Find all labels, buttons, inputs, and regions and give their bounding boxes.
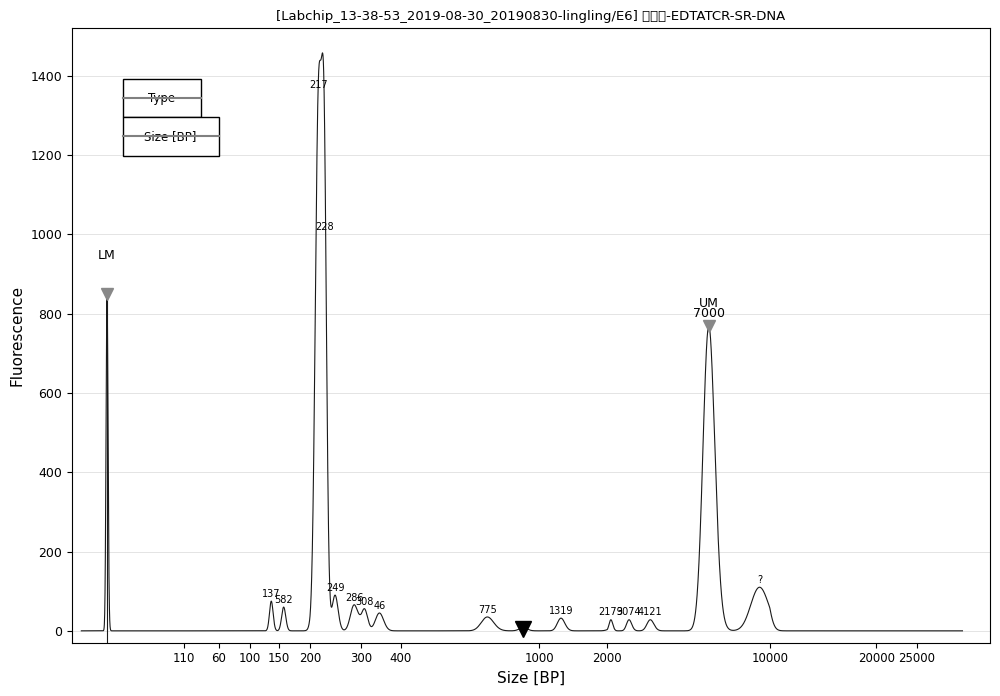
Text: 137: 137 <box>262 589 281 599</box>
Text: LM: LM <box>98 249 116 262</box>
Text: 217: 217 <box>309 80 328 90</box>
Text: 775: 775 <box>478 605 497 615</box>
Text: 4121: 4121 <box>638 608 663 617</box>
Text: 228: 228 <box>315 223 334 232</box>
Text: 1319: 1319 <box>549 606 573 616</box>
FancyBboxPatch shape <box>123 118 219 155</box>
Text: 2179: 2179 <box>599 608 623 617</box>
Text: 286: 286 <box>345 593 363 603</box>
Text: UM: UM <box>699 296 719 310</box>
Text: 308: 308 <box>355 596 374 607</box>
Text: Size [BP]: Size [BP] <box>144 130 197 143</box>
Text: 249: 249 <box>326 583 344 593</box>
X-axis label: Size [BP]: Size [BP] <box>497 671 565 686</box>
Text: 7000: 7000 <box>693 307 725 319</box>
Text: 3074: 3074 <box>617 608 641 617</box>
Text: Type: Type <box>148 92 175 105</box>
Text: 582: 582 <box>274 594 293 605</box>
Title: [Labchip_13-38-53_2019-08-30_20190830-lingling/E6] 林小静-EDTATCR-SR-DNA: [Labchip_13-38-53_2019-08-30_20190830-li… <box>276 10 786 23</box>
Text: ?: ? <box>757 575 762 585</box>
FancyBboxPatch shape <box>123 79 201 118</box>
Text: 46: 46 <box>373 601 386 610</box>
Y-axis label: Fluorescence: Fluorescence <box>10 285 25 386</box>
